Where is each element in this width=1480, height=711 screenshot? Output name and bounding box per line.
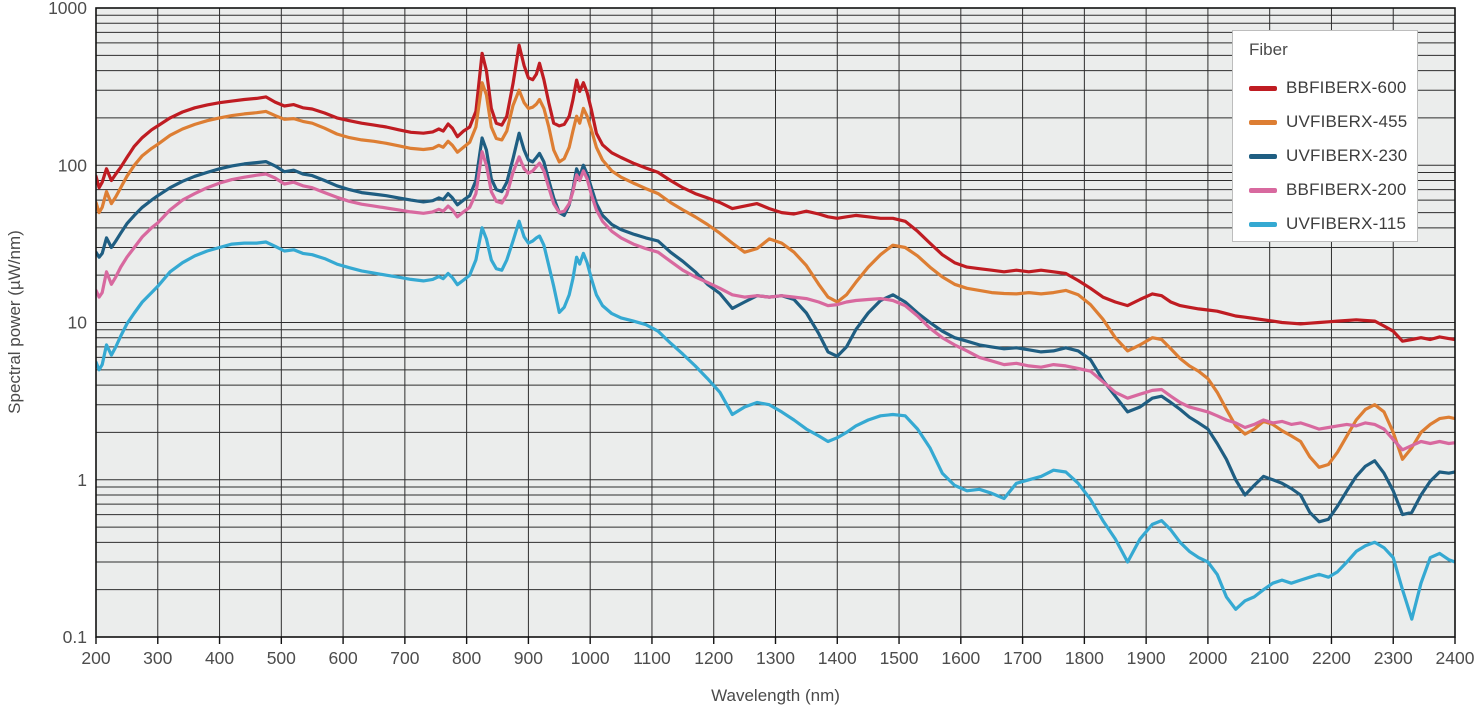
- legend-title: Fiber: [1249, 40, 1288, 59]
- x-tick-label: 2400: [1436, 648, 1475, 668]
- x-tick-label: 600: [328, 648, 357, 668]
- legend-swatch-icon: [1249, 221, 1277, 227]
- x-tick-label: 1300: [756, 648, 795, 668]
- series-line-uvfiberx-230: [96, 131, 1455, 524]
- x-tick-label: 200: [81, 648, 110, 668]
- y-tick-label: 1000: [48, 0, 87, 18]
- x-tick-label: 1400: [818, 648, 857, 668]
- y-tick-label: 0.1: [63, 627, 87, 647]
- y-tick-label: 1: [77, 470, 87, 490]
- x-axis-title: Wavelength (nm): [711, 686, 840, 705]
- x-tick-label: 1900: [1127, 648, 1166, 668]
- series-line-bbfiberx-200: [96, 150, 1455, 452]
- x-tick-label: 800: [452, 648, 481, 668]
- legend-item: UVFIBERX-115: [1233, 207, 1417, 241]
- legend-items: BBFIBERX-600 UVFIBERX-455 UVFIBERX-230 BBFI…: [1233, 71, 1417, 241]
- x-tick-label: 500: [267, 648, 296, 668]
- series-line-uvfiberx-455: [96, 81, 1455, 469]
- legend-label: UVFIBERX-115: [1286, 214, 1407, 233]
- legend-label: BBFIBERX-600: [1286, 78, 1407, 97]
- y-tick-label: 10: [68, 313, 88, 333]
- series-line-bbfiberx-600: [96, 43, 1455, 343]
- legend-item: BBFIBERX-600: [1233, 71, 1417, 105]
- x-tick-label: 1000: [571, 648, 610, 668]
- x-tick-label: 2300: [1374, 648, 1413, 668]
- legend-label: UVFIBERX-455: [1286, 112, 1408, 131]
- x-tick-label: 1100: [633, 648, 671, 668]
- x-tick-label: 1200: [694, 648, 733, 668]
- legend: Fiber BBFIBERX-600 UVFIBERX-455 UVFIBERX-2…: [1232, 30, 1418, 242]
- x-tick-label: 1600: [941, 648, 980, 668]
- legend-swatch-icon: [1249, 119, 1277, 125]
- x-tick-label: 1800: [1065, 648, 1104, 668]
- x-tick-label: 2000: [1188, 648, 1227, 668]
- y-tick-label: 100: [58, 155, 87, 175]
- legend-swatch-icon: [1249, 85, 1277, 91]
- legend-item: BBFIBERX-200: [1233, 173, 1417, 207]
- x-tick-label: 400: [205, 648, 234, 668]
- legend-label: UVFIBERX-230: [1286, 146, 1408, 165]
- y-axis-title: Spectral power (µW/nm): [5, 230, 24, 414]
- x-tick-label: 300: [143, 648, 172, 668]
- legend-item: UVFIBERX-230: [1233, 139, 1417, 173]
- x-tick-label: 900: [514, 648, 543, 668]
- x-tick-label: 1500: [880, 648, 919, 668]
- x-tick-label: 2200: [1312, 648, 1351, 668]
- x-tick-label: 700: [390, 648, 419, 668]
- series-line-uvfiberx-115: [96, 219, 1455, 621]
- legend-swatch-icon: [1249, 153, 1277, 159]
- x-tick-label: 1700: [1003, 648, 1042, 668]
- legend-swatch-icon: [1249, 187, 1277, 193]
- x-tick-label: 2100: [1250, 648, 1289, 668]
- legend-item: UVFIBERX-455: [1233, 105, 1417, 139]
- legend-label: BBFIBERX-200: [1286, 180, 1407, 199]
